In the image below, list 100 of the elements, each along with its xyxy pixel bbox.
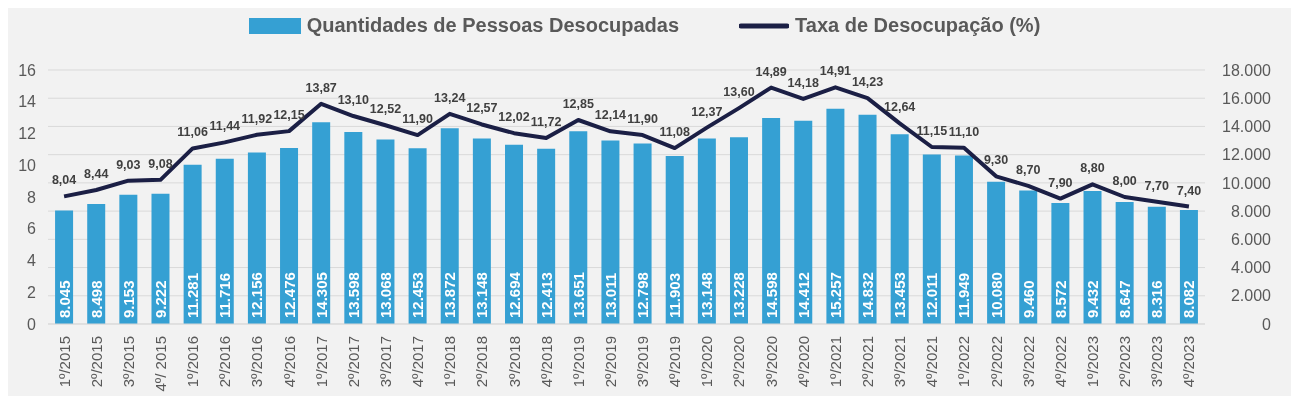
data-label: 8.045 (55, 280, 73, 318)
x-tick-label: 2º/2021 (859, 336, 877, 388)
y-tick-label: 6 (27, 220, 37, 238)
data-label: 8,70 (1016, 162, 1041, 177)
x-tick-label: 1º/2016 (184, 336, 202, 388)
y2-tick-label: 8.000 (1230, 202, 1272, 220)
legend-label: Taxa de Desocupação (%) (794, 14, 1041, 37)
data-label: 11,72 (530, 114, 562, 129)
data-label: 9,03 (116, 157, 141, 172)
data-label: 13.598 (344, 272, 362, 318)
data-label: 14.832 (859, 272, 877, 318)
data-label: 11.903 (666, 272, 684, 318)
bar (826, 108, 845, 324)
x-tick-label: 2º/2019 (601, 336, 619, 388)
data-label: 8.316 (1148, 280, 1166, 318)
x-tick-label: 3º/2015 (119, 336, 137, 388)
x-tick-label: 4º/2020 (794, 336, 812, 388)
data-label: 11,10 (948, 124, 980, 139)
x-tick-label: 2º/2017 (344, 336, 362, 388)
bar (472, 138, 491, 324)
bar (537, 148, 556, 324)
data-label: 7,40 (1176, 183, 1202, 198)
bar (954, 155, 973, 324)
y2-tick-label: 6.000 (1230, 231, 1272, 249)
data-label: 12.156 (248, 272, 266, 318)
y2-tick-label: 18.000 (1222, 61, 1272, 79)
data-label: 11.716 (216, 272, 234, 318)
data-label: 8,00 (1112, 174, 1137, 188)
data-label: 9.153 (119, 280, 137, 318)
x-tick-label: 4º/2022 (1051, 336, 1069, 388)
y-tick-label: 14 (18, 93, 37, 111)
x-tick-label: 2º/2022 (987, 336, 1005, 388)
data-label: 12.798 (634, 272, 652, 318)
y2-tick-label: 0 (1262, 315, 1272, 333)
data-label: 7,90 (1048, 175, 1073, 190)
x-tick-label: 2º/2015 (87, 336, 105, 388)
x-tick-label: 3º/2021 (891, 336, 909, 388)
data-label: 13.148 (473, 272, 491, 318)
y-tick-label: 0 (27, 315, 37, 333)
data-label: 12,52 (369, 102, 402, 117)
legend-label: Quantidades de Pessoas Desocupadas (305, 14, 680, 37)
data-label: 14,18 (787, 75, 819, 90)
x-tick-label: 4º/2016 (280, 336, 298, 388)
y-tick-label: 10 (18, 156, 37, 174)
x-tick-label: 3º/2022 (1019, 336, 1037, 388)
bar (408, 148, 427, 324)
bar (344, 132, 363, 324)
x-tick-label: 4º/2019 (666, 336, 684, 388)
data-label: 10.080 (987, 272, 1005, 318)
x-tick-label: 3º/2019 (634, 336, 652, 388)
bar (440, 128, 459, 324)
data-label: 11,90 (627, 112, 658, 127)
x-tick-label: 2º/2020 (730, 336, 748, 388)
x-tick-label: 2º/2018 (473, 336, 491, 388)
data-label: 13,24 (434, 90, 466, 105)
data-label: 13.453 (891, 272, 909, 318)
data-label: 13,87 (305, 80, 337, 95)
data-label: 11,15 (916, 123, 948, 138)
x-tick-label: 1º/2019 (569, 336, 587, 388)
bar (601, 140, 620, 324)
data-label: 8.082 (1180, 280, 1198, 318)
bar (794, 120, 813, 324)
y-tick-label: 8 (27, 188, 37, 206)
x-tick-label: 4º/2023 (1180, 336, 1198, 388)
data-label: 12,57 (466, 101, 498, 116)
data-label: 9,30 (983, 153, 1009, 168)
y-tick-label: 12 (18, 125, 37, 142)
x-tick-label: 4º/2017 (409, 336, 427, 388)
y2-tick-label: 16.000 (1222, 89, 1272, 107)
bar (183, 164, 202, 324)
x-tick-label: 3º/2020 (762, 336, 780, 388)
y2-tick-label: 2.000 (1230, 287, 1272, 305)
data-label: 13,10 (337, 93, 370, 108)
data-label: 11,08 (659, 125, 691, 140)
data-label: 14,23 (851, 75, 884, 90)
bar (312, 122, 331, 324)
y2-tick-label: 12.000 (1222, 146, 1272, 164)
data-label: 7,70 (1144, 178, 1169, 193)
bar (697, 138, 716, 324)
bar (505, 144, 524, 324)
bar (376, 139, 395, 324)
data-label: 13.068 (376, 272, 394, 318)
bar (729, 137, 748, 324)
data-label: 8.572 (1051, 280, 1069, 318)
x-tick-label: 1º/2021 (826, 336, 844, 388)
bar (665, 156, 684, 324)
data-label: 8,04 (51, 173, 77, 188)
data-label: 13.011 (601, 272, 619, 318)
x-tick-label: 3º/2016 (248, 336, 266, 388)
data-label: 11,06 (177, 125, 208, 140)
x-tick-label: 2º/2023 (1116, 336, 1134, 388)
data-label: 14.412 (794, 272, 812, 318)
data-label: 15.257 (826, 272, 844, 318)
y2-tick-label: 4.000 (1230, 259, 1272, 277)
data-label: 14,89 (755, 64, 787, 79)
data-label: 11,44 (209, 119, 241, 134)
x-tick-label: 1º/2015 (55, 336, 73, 388)
data-label: 12.011 (923, 272, 941, 318)
bar (633, 143, 652, 324)
data-label: 14,91 (819, 64, 852, 79)
